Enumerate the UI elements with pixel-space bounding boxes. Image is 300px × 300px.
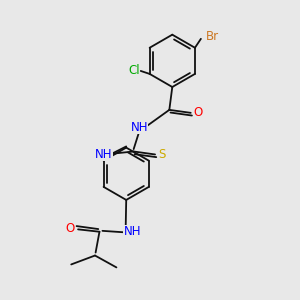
Text: O: O — [65, 222, 74, 235]
Text: NH: NH — [131, 121, 148, 134]
Text: NH: NH — [123, 225, 141, 238]
Text: NH: NH — [95, 148, 113, 161]
Text: O: O — [193, 106, 202, 119]
Text: Br: Br — [206, 30, 219, 43]
Text: S: S — [158, 148, 166, 161]
Text: Cl: Cl — [128, 64, 140, 77]
